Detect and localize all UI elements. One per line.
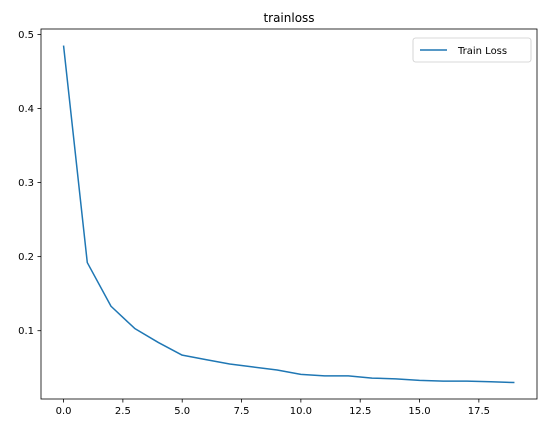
legend-label: Train Loss <box>457 46 507 57</box>
series-line-train-loss <box>62 45 515 384</box>
y-tick-label: 0.1 <box>18 326 34 337</box>
x-tick-label: 17.5 <box>468 406 490 417</box>
series-layer <box>62 45 515 384</box>
x-tick-label: 15.0 <box>408 406 430 417</box>
plot-frame <box>40 28 538 400</box>
y-tick-label: 0.5 <box>18 30 34 41</box>
x-tick-label: 10.0 <box>290 406 312 417</box>
x-tick-label: 7.5 <box>234 406 250 417</box>
y-tick-label: 0.4 <box>18 104 34 115</box>
plot-area <box>40 28 538 400</box>
x-axis: 0.0 2.5 5.0 7.5 10.0 12.5 15.0 17.5 <box>56 399 490 417</box>
x-tick-label: 0.0 <box>56 406 72 417</box>
chart-title: trainloss <box>263 11 314 25</box>
y-tick-label: 0.2 <box>18 252 34 263</box>
legend: Train Loss <box>412 37 532 63</box>
x-tick-label: 2.5 <box>115 406 131 417</box>
y-tick-label: 0.3 <box>18 178 34 189</box>
x-tick-label: 12.5 <box>349 406 371 417</box>
y-axis: 0.1 0.2 0.3 0.4 0.5 <box>18 30 41 337</box>
x-tick-label: 5.0 <box>174 406 190 417</box>
legend-box <box>412 37 532 63</box>
